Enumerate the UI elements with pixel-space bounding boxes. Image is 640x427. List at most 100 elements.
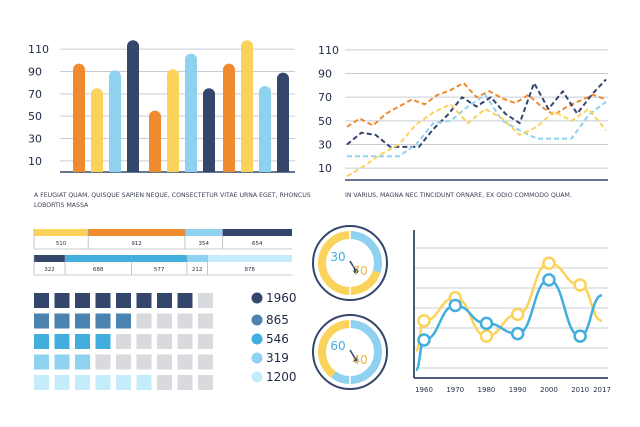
stacked-bar-value-label: 322 (44, 267, 55, 273)
stacked-bar-value-label: 688 (93, 267, 104, 273)
waffle-legend-dot (251, 333, 263, 345)
waffle-cell (177, 354, 193, 370)
bar-chart-bar-base (277, 164, 289, 172)
smooth-chart-point (479, 329, 494, 343)
smooth-chart-point (542, 273, 556, 287)
smooth-chart-point (510, 307, 525, 322)
waffle-cell (95, 354, 111, 370)
stacked-bar-segment (65, 255, 132, 262)
line-chart-y-tick-label: 30 (318, 139, 332, 152)
waffle-cell (75, 293, 90, 308)
smooth-chart-point (448, 298, 462, 313)
stacked-bar-segment (186, 255, 208, 262)
bar-chart-bar (167, 69, 179, 172)
waffle-cell (54, 354, 70, 370)
waffle-cell (34, 334, 49, 349)
bar-chart-y-tick-label: 90 (28, 66, 42, 79)
smooth-chart-point (542, 256, 556, 270)
bar-chart-y-tick-label: 10 (28, 155, 42, 168)
bar-chart-vertical: 10 30 50 70 90 110 (28, 40, 295, 173)
waffle-cell (157, 375, 172, 390)
stacked-bar-segment (184, 229, 223, 236)
stacked-bar-segment (88, 229, 185, 236)
bar-chart-bar (259, 86, 271, 172)
line-chart-y-tick-label: 10 (318, 162, 332, 175)
bar-chart-y-tick-label: 110 (28, 43, 49, 56)
smooth-chart-x-tick-label: 2000 (540, 386, 558, 394)
stacked-bar-segment (34, 255, 66, 262)
waffle-cell (116, 334, 131, 349)
waffle-cell (177, 375, 193, 390)
line-chart-series (346, 82, 607, 128)
waffle-cell (136, 313, 152, 329)
bar-chart-bar (127, 40, 139, 172)
waffle-cell (198, 313, 213, 329)
stacked-bar-segment (207, 255, 292, 262)
waffle-cell (116, 293, 131, 308)
bar-chart-bar-base (203, 164, 215, 172)
donut-label-left: 30 (330, 250, 345, 264)
bar-chart-bar-base (73, 164, 85, 172)
waffle-cell (198, 375, 213, 390)
waffle-cell (198, 334, 213, 349)
waffle-cell (198, 354, 213, 370)
line-chart-y-tick-label: 50 (318, 115, 332, 128)
stacked-bar-segment (131, 255, 187, 262)
donut-charts: 30 70 60 40 (312, 225, 388, 390)
waffle-cell (157, 293, 172, 308)
stacked-bar-value-label: 354 (199, 241, 210, 247)
line-chart-dashed: 10 30 50 70 90 110 (318, 44, 608, 181)
bar-chart-bar (223, 63, 235, 172)
waffle-legend-label: 1200 (266, 370, 297, 384)
bar-chart-bar (109, 70, 121, 172)
bar-chart-bar-base (127, 164, 139, 172)
smooth-chart-x-tick-label: 2010 (571, 386, 589, 394)
waffle-legend-label: 546 (266, 332, 289, 346)
smooth-chart-point (573, 329, 587, 343)
waffle-cell (54, 313, 70, 329)
bar-chart-bar (203, 88, 215, 172)
waffle-cell (116, 313, 131, 329)
stacked-bar-segment (222, 229, 292, 236)
stacked-bars: 510 912 354 654 322 688 577 212 878 (33, 229, 292, 276)
waffle-cell (75, 354, 90, 370)
waffle-cell (34, 313, 49, 329)
bar-chart-bar-base (223, 164, 235, 172)
waffle-cell (54, 293, 70, 308)
bar-chart-caption-line2: LOBORTIS MASSA (34, 202, 89, 209)
waffle-legend-dot (251, 292, 263, 304)
waffle-cell (54, 375, 70, 390)
smooth-chart-point (417, 314, 431, 328)
waffle-cell (136, 334, 152, 349)
waffle-cell (136, 375, 152, 390)
bar-chart-bar-base (149, 164, 161, 172)
waffle-cell (95, 334, 111, 349)
line-chart-y-tick-label: 110 (318, 44, 339, 57)
donut-pointer-dot (353, 268, 359, 274)
line-chart-series (347, 93, 607, 158)
line-chart-smooth: 1960 1970 1980 1990 2000 2010 2017 (413, 230, 611, 394)
line-chart-y-tick-label: 70 (318, 91, 332, 104)
waffle-legend-dot (251, 371, 263, 383)
smooth-chart-x-tick-label: 1970 (446, 386, 464, 394)
bar-chart-caption-line1: A FEUGIAT QUAM, QUISQUE SAPIEN NEQUE, CO… (34, 192, 311, 199)
waffle-cell (34, 293, 49, 308)
waffle-cell (95, 293, 111, 308)
bar-chart-bar (185, 53, 197, 173)
bar-chart-y-tick-label: 50 (28, 110, 42, 123)
stacked-bar-value-label: 912 (131, 241, 142, 247)
stacked-bar-value-label: 577 (154, 267, 165, 273)
bar-chart-bar (91, 88, 103, 172)
smooth-chart-x-tick-label: 2017 (593, 386, 611, 394)
waffle-cell (157, 334, 172, 349)
bar-chart-bar-base (259, 164, 271, 172)
waffle-cell (198, 293, 213, 308)
bar-chart-bar (73, 63, 85, 172)
waffle-legend-label: 319 (266, 351, 289, 365)
waffle-cell (177, 313, 193, 329)
waffle-cell (75, 375, 90, 390)
smooth-chart-point (573, 278, 587, 292)
donut-label-right: 40 (352, 353, 367, 367)
waffle-cell (116, 354, 131, 370)
